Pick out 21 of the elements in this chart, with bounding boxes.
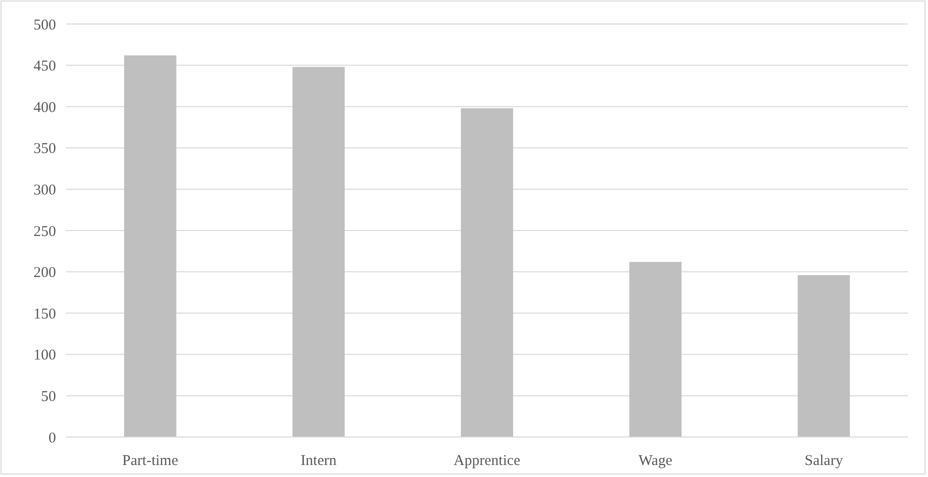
x-tick-label: Part-time — [122, 453, 178, 469]
y-tick-label: 200 — [34, 265, 56, 282]
bar — [124, 55, 176, 437]
y-tick-label: 150 — [34, 306, 56, 322]
bar — [798, 275, 850, 437]
x-tick-label: Wage — [638, 453, 673, 469]
x-tick-label: Intern — [300, 453, 337, 469]
bar — [460, 108, 514, 437]
y-tick-label: 400 — [34, 100, 56, 116]
bar — [292, 66, 345, 437]
y-tick-label: 350 — [34, 141, 56, 158]
y-tick-label: 50 — [41, 388, 56, 405]
y-tick-label: 300 — [34, 182, 56, 198]
y-tick-label: 100 — [34, 348, 56, 364]
y-tick-label: 450 — [34, 58, 56, 75]
y-tick-label: 250 — [34, 224, 56, 240]
y-tick-label: 500 — [34, 17, 56, 34]
bar — [629, 262, 682, 437]
x-tick-label: Apprentice — [454, 453, 521, 469]
x-tick-label: Salary — [804, 453, 844, 469]
y-tick-label: 0 — [48, 430, 56, 446]
